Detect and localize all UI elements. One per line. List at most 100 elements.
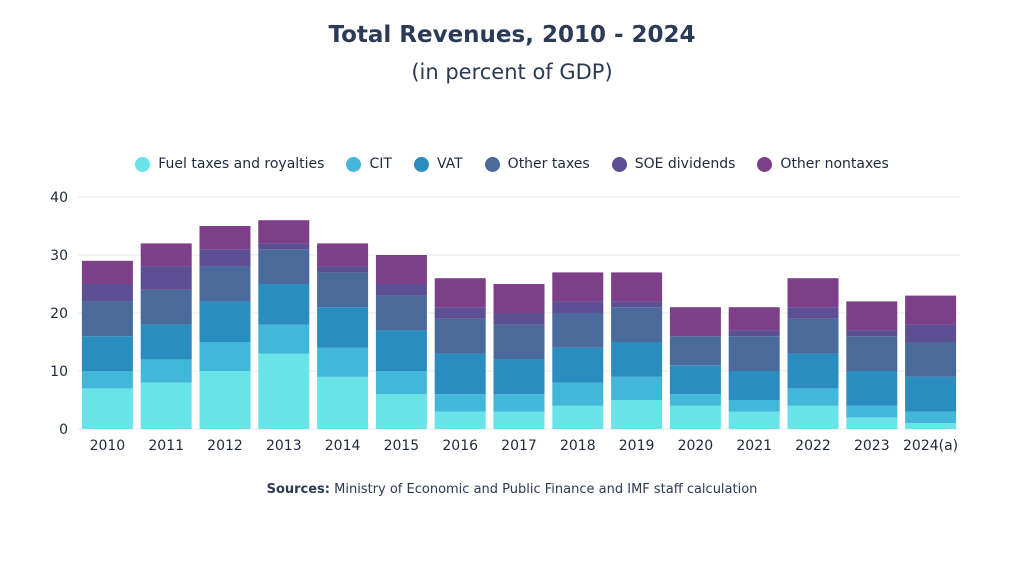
- source-text: Ministry of Economic and Public Finance …: [330, 482, 758, 497]
- bar-segment: [728, 336, 780, 371]
- x-tick-label: 2019: [619, 438, 655, 454]
- bar-segment: [846, 301, 898, 331]
- x-tick-label: 2012: [207, 438, 243, 454]
- source-label: Sources:: [266, 482, 330, 497]
- legend-label: Other taxes: [507, 156, 590, 172]
- legend-swatch: [346, 156, 362, 172]
- legend-item: SOE dividends: [611, 156, 736, 172]
- y-tick-label: 40: [50, 190, 68, 206]
- bar-segment: [493, 284, 545, 313]
- bar-segment: [905, 376, 957, 412]
- bar-segment: [905, 411, 957, 424]
- bar-segment: [258, 249, 310, 284]
- bar-segment: [846, 330, 898, 337]
- bar-segment: [434, 394, 486, 412]
- chart-title: Total Revenues, 2010 - 2024: [328, 22, 696, 48]
- legend-item: Other nontaxes: [757, 156, 889, 172]
- stacked-bar-chart: 0 10 20 30 40 2010 2011 2012 2013 2014 2015 2016 201…: [50, 190, 960, 454]
- bar-segment: [199, 301, 251, 342]
- x-tick-label: 2023: [854, 438, 890, 454]
- bar-segment: [611, 272, 663, 302]
- bar-segment: [434, 318, 486, 354]
- bar-segment: [611, 307, 663, 342]
- bar-segment: [140, 266, 192, 290]
- legend-swatch: [611, 156, 627, 172]
- bar-segment: [434, 411, 486, 429]
- bar-segment: [199, 226, 251, 250]
- legend-item: Other taxes: [484, 156, 590, 172]
- x-tick-label: 2017: [501, 438, 537, 454]
- bar-segment: [905, 423, 957, 429]
- bar-segment: [787, 278, 839, 308]
- bar-segment: [375, 371, 427, 395]
- x-tick-label: 2016: [442, 438, 478, 454]
- bar-segment: [552, 347, 604, 383]
- bar-segment: [552, 382, 604, 406]
- bar-segment: [728, 371, 780, 400]
- bar-segment: [375, 330, 427, 371]
- legend-swatch: [413, 156, 429, 172]
- bar-segment: [787, 318, 839, 354]
- bar-segment: [611, 342, 663, 377]
- x-tick-label: 2022: [795, 438, 831, 454]
- bar-segment: [375, 255, 427, 284]
- bar-segment: [552, 272, 604, 302]
- bar-segment: [199, 266, 251, 302]
- legend-label: VAT: [436, 156, 463, 172]
- bar-segment: [140, 382, 192, 429]
- bar-segment: [81, 260, 133, 284]
- y-tick-label: 20: [50, 306, 68, 322]
- legend-item: CIT: [346, 156, 392, 172]
- legend-label: Fuel taxes and royalties: [158, 156, 325, 172]
- bar-segment: [905, 324, 957, 342]
- bar-segment: [81, 388, 133, 429]
- bar-segment: [258, 353, 310, 429]
- bar-segment: [728, 400, 780, 412]
- x-tick-label: 2014: [325, 438, 361, 454]
- legend-swatch: [757, 156, 773, 172]
- bar-segment: [434, 278, 486, 308]
- bar-segment: [669, 307, 721, 337]
- bar-segment: [199, 342, 251, 371]
- x-tick-label: 2010: [90, 438, 126, 454]
- bar-segment: [258, 324, 310, 354]
- bar-segment: [493, 359, 545, 395]
- bar-segment: [611, 400, 663, 429]
- bar-segment: [317, 307, 369, 348]
- y-tick-label: 10: [50, 364, 68, 380]
- bar-segment: [140, 243, 192, 267]
- bar-segment: [81, 336, 133, 371]
- legend: Fuel taxes and royalties CIT VAT Other taxe…: [0, 156, 1024, 172]
- source-note: Sources: Ministry of Economic and Public…: [0, 482, 1024, 497]
- bar-segment: [787, 405, 839, 429]
- legend-swatch: [484, 156, 500, 172]
- legend-label: CIT: [369, 156, 392, 172]
- bar-segment: [140, 324, 192, 360]
- bar-segment: [846, 417, 898, 429]
- chart-subtitle: (in percent of GDP): [411, 60, 613, 84]
- bar-segment: [728, 307, 780, 331]
- bar-segment: [493, 394, 545, 412]
- bar-segment: [317, 376, 369, 429]
- bar-segment: [846, 336, 898, 371]
- bar-segment: [552, 301, 604, 313]
- bar-segment: [375, 295, 427, 331]
- bar-segment: [140, 359, 192, 383]
- x-tick-label: 2024(a): [903, 438, 958, 454]
- bar-segment: [199, 371, 251, 429]
- bar-segment: [669, 365, 721, 395]
- bar-segment: [317, 243, 369, 267]
- x-tick-label: 2013: [266, 438, 302, 454]
- bar-segment: [258, 243, 310, 250]
- bar-segment: [258, 284, 310, 325]
- legend-label: Other nontaxes: [780, 156, 889, 172]
- bar-segment: [258, 220, 310, 244]
- legend-label: SOE dividends: [634, 156, 736, 172]
- bar-segment: [375, 394, 427, 429]
- legend-swatch: [135, 156, 151, 172]
- bar-segment: [81, 301, 133, 337]
- bar-segment: [493, 324, 545, 360]
- bar-segment: [493, 411, 545, 429]
- bar-segment: [787, 307, 839, 319]
- y-tick-label: 30: [50, 248, 68, 264]
